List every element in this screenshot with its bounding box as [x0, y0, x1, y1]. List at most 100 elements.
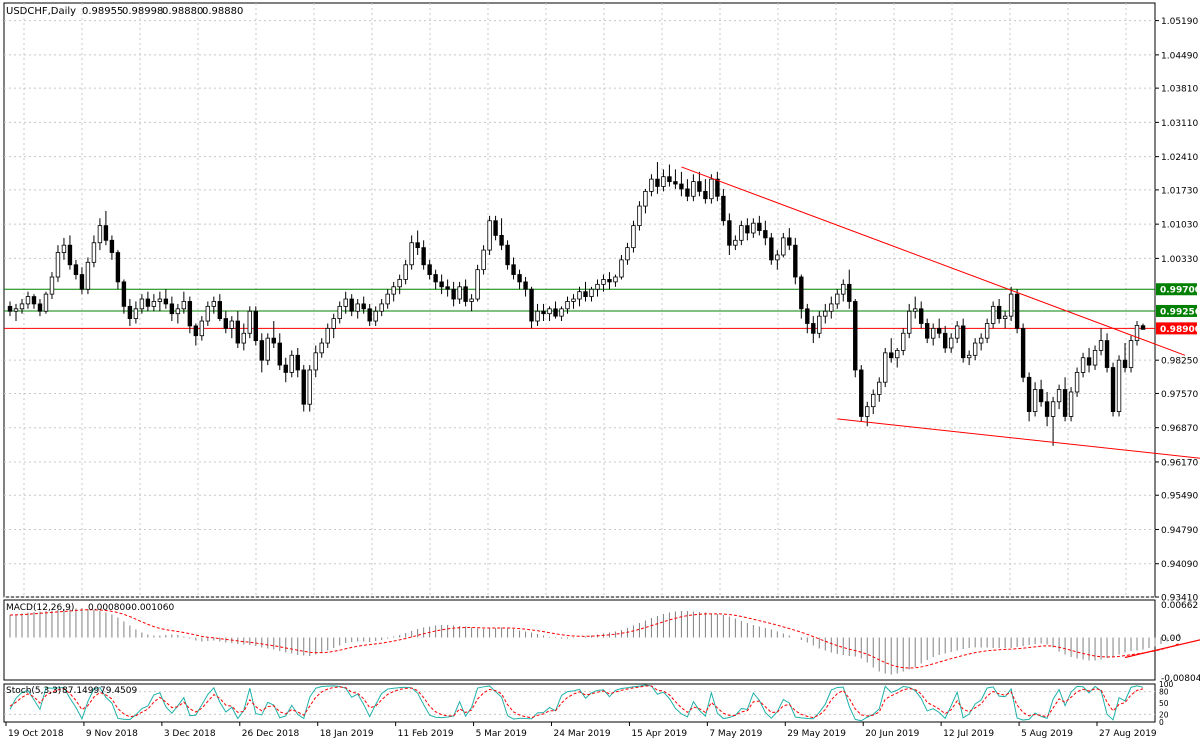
candle: [960, 318, 966, 363]
candle: [445, 279, 450, 297]
candle: [301, 365, 306, 412]
candle: [1032, 382, 1038, 417]
candle-body: [763, 230, 768, 239]
stoch-tick-label: 50: [1159, 699, 1169, 708]
ohlc-close: 0.98880: [202, 6, 243, 17]
candle-body: [295, 354, 300, 371]
candle-body: [271, 337, 276, 344]
candle: [481, 245, 486, 275]
candle-body: [805, 308, 810, 324]
candle: [271, 321, 276, 348]
candle: [691, 174, 696, 202]
candle: [133, 301, 139, 324]
candle-body: [433, 274, 438, 283]
candle-body: [169, 303, 175, 315]
candle-body: [475, 269, 480, 300]
candle-body: [79, 274, 85, 290]
candle: [277, 333, 282, 370]
stoch-tick-label: 80: [1159, 688, 1169, 697]
stoch-main-line: [9, 684, 1144, 722]
candle-body: [301, 369, 306, 405]
candle-body: [109, 239, 115, 253]
candle-body: [31, 296, 37, 305]
candle-body: [409, 242, 414, 266]
candle: [996, 299, 1002, 324]
candle: [1026, 372, 1032, 422]
candle: [727, 213, 732, 255]
trendlines[interactable]: [681, 166, 1200, 461]
candle-body: [199, 320, 205, 337]
candle-body: [217, 301, 223, 319]
candle: [355, 299, 360, 319]
candle-body: [163, 298, 169, 305]
candle-body: [211, 301, 217, 307]
time-tick-label: 15 Apr 2019: [631, 729, 687, 739]
candle: [535, 303, 540, 326]
candle-body: [781, 237, 786, 256]
candle-body: [1110, 367, 1116, 412]
candle-body: [721, 195, 726, 222]
candle: [703, 179, 708, 204]
candle: [1116, 355, 1122, 417]
candle: [643, 188, 648, 214]
candle-body: [745, 225, 750, 234]
candle-body: [505, 244, 510, 266]
candle: [619, 254, 624, 280]
candle-body: [181, 301, 187, 310]
candle: [1062, 377, 1068, 422]
candle: [511, 257, 516, 280]
candle: [942, 325, 948, 353]
candle: [247, 306, 252, 339]
candle: [433, 269, 438, 290]
trendline[interactable]: [681, 166, 1186, 356]
candle: [649, 174, 654, 197]
candle-body: [625, 247, 630, 261]
candle-body: [289, 354, 294, 373]
ohlc-high: 0.98998: [122, 6, 163, 17]
candle: [739, 220, 744, 246]
candle-body: [205, 305, 211, 322]
stoch-tick-label: 100: [1159, 680, 1174, 689]
symbol-title: USDCHF,Daily: [6, 6, 76, 17]
trendline[interactable]: [837, 418, 1200, 461]
candle-body: [667, 176, 672, 182]
candle-body: [739, 225, 744, 241]
candle: [817, 311, 822, 339]
candle-body: [691, 181, 696, 197]
candle: [805, 303, 810, 334]
candle: [853, 299, 858, 378]
price-tick-label: 1.03810: [1161, 85, 1198, 95]
candle-body: [1116, 359, 1122, 412]
candle-body: [823, 310, 828, 317]
candle: [1068, 387, 1074, 422]
level-tag: [1156, 304, 1197, 317]
candle: [505, 240, 510, 270]
candle: [163, 289, 169, 309]
candle-body: [391, 286, 396, 295]
candle-body: [319, 342, 324, 354]
candle-body: [7, 305, 13, 312]
stoch-tick-label: 0: [1159, 718, 1164, 727]
macd-trendline[interactable]: [1124, 634, 1200, 659]
candle-body: [715, 178, 720, 197]
candle-body: [85, 261, 91, 290]
candle: [523, 277, 528, 297]
candle: [175, 303, 181, 324]
candle: [583, 281, 588, 302]
candle-body: [930, 327, 936, 339]
candle-body: [355, 303, 360, 312]
candle: [990, 301, 996, 329]
candle-body: [1080, 357, 1086, 373]
stoch-title: Stoch(5,3,3): [6, 686, 61, 696]
candle: [379, 299, 384, 317]
candle: [391, 281, 396, 302]
candle: [451, 281, 456, 307]
candle-body: [1068, 391, 1074, 417]
candle: [319, 338, 324, 358]
candle: [1140, 323, 1146, 330]
candle: [265, 333, 270, 366]
price-tick-label: 0.97570: [1161, 390, 1198, 400]
candle-body: [1128, 340, 1134, 368]
candle: [85, 257, 91, 295]
candle-body: [960, 325, 966, 359]
